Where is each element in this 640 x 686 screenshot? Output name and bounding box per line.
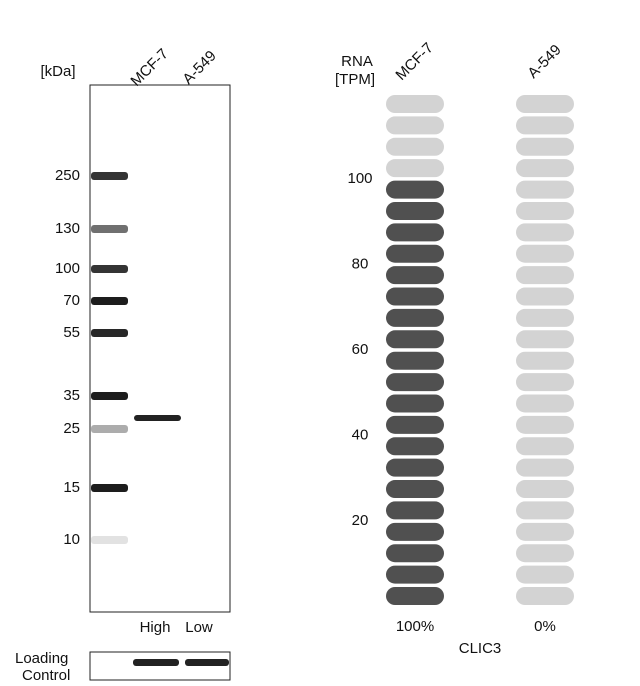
pill [516,223,574,242]
series-label: A-549 [524,41,564,81]
pill [386,116,444,135]
pill [386,373,444,392]
axis-title: [TPM] [335,71,375,88]
pill [516,308,574,327]
loading-label: Loading [15,650,68,667]
marker-label: 100 [55,260,80,277]
pill [386,266,444,285]
sample-band [134,415,181,421]
y-tick-label: 40 [352,427,369,444]
ladder-band [91,225,128,233]
level-label: Low [185,619,213,636]
pill [516,373,574,392]
pill [516,437,574,456]
ladder-band [91,265,128,273]
pill [516,201,574,220]
loading-label: Control [22,667,70,684]
gene-label: CLIC3 [459,640,502,657]
marker-label: 250 [55,167,80,184]
pill [386,522,444,541]
ladder-band [91,392,128,400]
pill [386,244,444,263]
marker-label: 55 [63,324,80,341]
pill [516,180,574,199]
pill [386,480,444,499]
series-label: MCF-7 [392,39,436,83]
pill [516,137,574,156]
ladder-band [91,536,128,544]
pill [386,437,444,456]
marker-label: 35 [63,387,80,404]
marker-label: 130 [55,220,80,237]
marker-label: 15 [63,479,80,496]
pill [516,522,574,541]
pill [516,330,574,349]
pill [386,587,444,605]
y-tick-label: 100 [347,170,372,187]
pill [516,351,574,370]
y-tick-label: 20 [352,512,369,529]
ladder-band [91,425,128,433]
pill [516,116,574,135]
ladder-band [91,329,128,337]
pill [386,458,444,477]
lane-label: MCF-7 [127,45,171,89]
loading-band [185,659,229,666]
ladder-band [91,484,128,492]
pill [386,95,444,113]
pill [386,351,444,370]
ladder-band [91,172,128,180]
pill [386,137,444,156]
marker-label: 70 [63,292,80,309]
y-tick-label: 80 [352,255,369,272]
pill [516,287,574,306]
unit-label: [kDa] [40,63,75,80]
pill [386,287,444,306]
axis-title: RNA [341,53,373,70]
pill [516,501,574,520]
lane-label: A-549 [179,47,219,87]
pill [516,544,574,563]
pill [516,415,574,434]
pill [386,501,444,520]
pill [386,415,444,434]
pill [516,244,574,263]
pill [386,159,444,178]
pill [516,458,574,477]
pill [386,180,444,199]
pill [386,201,444,220]
pill [516,587,574,605]
blot-panel [89,84,231,613]
pill [386,308,444,327]
loading-band [133,659,179,666]
pill [516,480,574,499]
pill [386,565,444,584]
pill [386,330,444,349]
value-label: 100% [396,618,434,635]
marker-label: 10 [63,531,80,548]
pill [516,565,574,584]
pill [516,95,574,113]
level-label: High [140,619,171,636]
pill [516,266,574,285]
y-tick-label: 60 [352,341,369,358]
pill [386,544,444,563]
pill [516,159,574,178]
pill [516,394,574,413]
value-label: 0% [534,618,556,635]
ladder-band [91,297,128,305]
pill [386,394,444,413]
marker-label: 25 [63,420,80,437]
pill [386,223,444,242]
